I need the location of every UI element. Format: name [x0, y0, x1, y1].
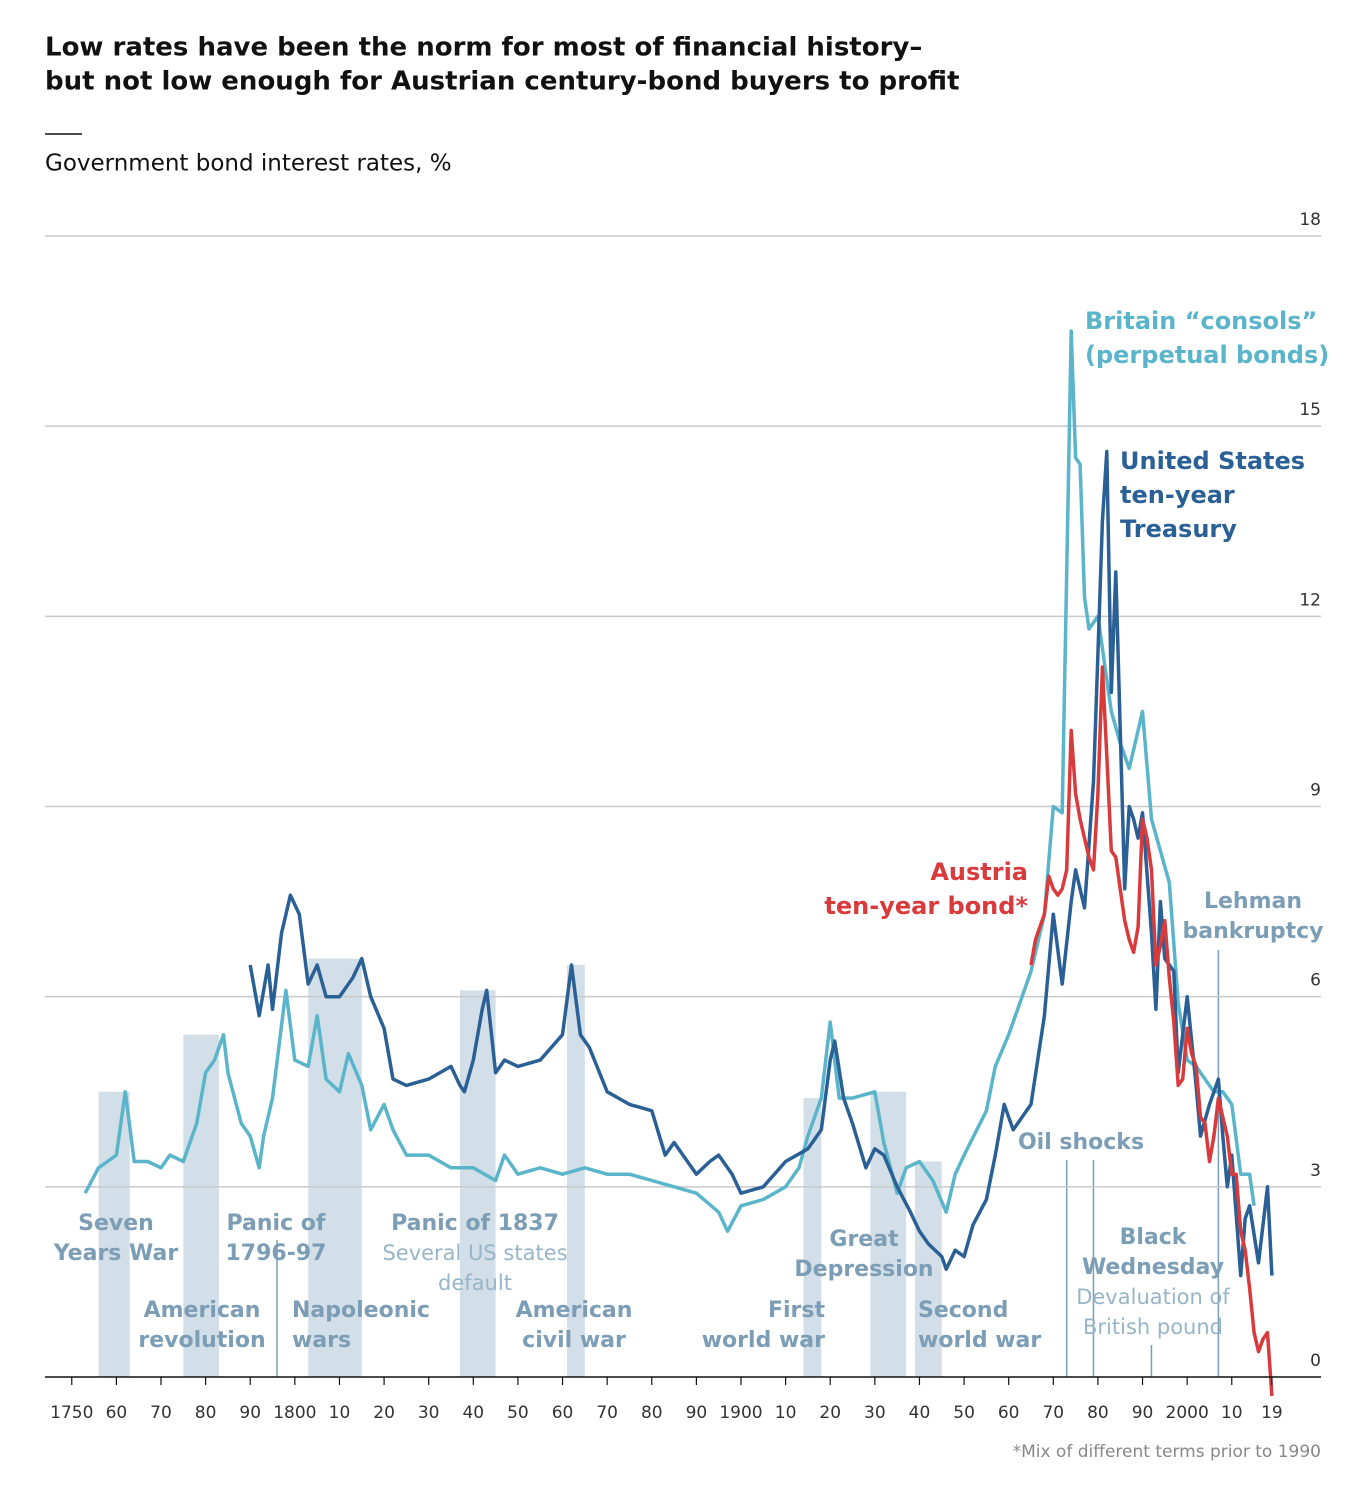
event-label: Lehman — [1204, 889, 1302, 914]
period-label: Second — [918, 1298, 1008, 1323]
x-tick-label: 1900 — [719, 1403, 762, 1423]
x-tick-label: 90 — [686, 1403, 708, 1423]
event-label: Black — [1120, 1225, 1188, 1250]
event-label: Panic of — [227, 1211, 326, 1236]
footnote: *Mix of different terms prior to 1990 — [1013, 1442, 1321, 1462]
event-note: British pound — [1083, 1315, 1223, 1339]
series-line — [83, 329, 1256, 1233]
y-tick-label: 6 — [1310, 971, 1321, 991]
event-label: 1796-97 — [226, 1241, 327, 1266]
x-tick-label: 50 — [953, 1403, 975, 1423]
period-label: American — [144, 1298, 261, 1323]
period-label: Depression — [794, 1257, 933, 1282]
subtitle: Government bond interest rates, % — [45, 151, 452, 177]
period-label: Great — [829, 1227, 899, 1252]
x-tick-label: 2000 — [1166, 1403, 1209, 1423]
period-band — [870, 1091, 907, 1377]
x-tick-label: 1750 — [50, 1403, 93, 1423]
period-label: civil war — [522, 1328, 626, 1353]
x-tick-label: 10 — [1221, 1403, 1243, 1423]
period-band — [459, 990, 496, 1377]
x-tick-label: 1800 — [273, 1403, 316, 1423]
x-tick-label: 60 — [106, 1403, 128, 1423]
x-tick-label: 30 — [418, 1403, 440, 1423]
series-line — [248, 449, 1274, 1278]
period-label: Panic of 1837 — [391, 1211, 559, 1236]
period-note: Several US states — [382, 1241, 567, 1265]
period-label: wars — [292, 1328, 351, 1353]
x-tick-label: 40 — [909, 1403, 931, 1423]
x-tick-label: 30 — [864, 1403, 886, 1423]
x-tick-label: 70 — [1042, 1403, 1064, 1423]
x-tick-label: 10 — [775, 1403, 797, 1423]
y-tick-label: 0 — [1310, 1351, 1321, 1371]
event-label: Wednesday — [1082, 1255, 1224, 1280]
period-band — [183, 1034, 219, 1377]
period-label: revolution — [138, 1328, 265, 1353]
period-label: First — [768, 1298, 826, 1323]
y-tick-label: 18 — [1299, 210, 1321, 230]
series-label: (perpetual bonds) — [1085, 341, 1329, 369]
x-tick-label: 90 — [1132, 1403, 1154, 1423]
series-label: Britain “consols” — [1085, 307, 1317, 335]
x-tick-label: 20 — [373, 1403, 395, 1423]
y-tick-label: 12 — [1299, 590, 1321, 610]
x-tick-label: 40 — [462, 1403, 484, 1423]
y-tick-label: 9 — [1310, 781, 1321, 801]
series-label: Austria — [930, 858, 1028, 886]
x-tick-label: 19 — [1261, 1403, 1283, 1423]
x-tick-label: 80 — [1087, 1403, 1109, 1423]
series-label: United States — [1120, 447, 1305, 475]
chart-title: Low rates have been the norm for most of… — [45, 33, 922, 63]
event-note: Devaluation of — [1076, 1285, 1230, 1309]
series-label: ten-year bond* — [824, 892, 1028, 920]
period-label: American — [516, 1298, 633, 1323]
period-label: Years War — [53, 1241, 179, 1266]
period-label: Seven — [78, 1211, 154, 1236]
x-tick-label: 70 — [150, 1403, 172, 1423]
x-tick-label: 60 — [552, 1403, 574, 1423]
x-tick-label: 20 — [819, 1403, 841, 1423]
series-line — [1029, 665, 1274, 1397]
period-label: world war — [702, 1328, 825, 1353]
period-band — [803, 1098, 822, 1377]
period-note: default — [438, 1271, 512, 1295]
period-band — [98, 1091, 130, 1377]
period-label: Napoleonic — [292, 1298, 430, 1323]
x-tick-label: 80 — [195, 1403, 217, 1423]
period-label: world war — [918, 1328, 1041, 1353]
period-band — [308, 958, 362, 1377]
y-tick-label: 3 — [1310, 1161, 1321, 1181]
chart-title: but not low enough for Austrian century-… — [45, 67, 960, 97]
x-tick-label: 70 — [596, 1403, 618, 1423]
x-tick-label: 80 — [641, 1403, 663, 1423]
series-label: Treasury — [1120, 515, 1237, 543]
x-tick-label: 10 — [329, 1403, 351, 1423]
x-tick-label: 90 — [239, 1403, 261, 1423]
x-tick-label: 50 — [507, 1403, 529, 1423]
series-label: ten-year — [1120, 481, 1235, 509]
event-label: bankruptcy — [1182, 919, 1323, 944]
y-tick-label: 15 — [1299, 400, 1321, 420]
event-label: Oil shocks — [1018, 1130, 1144, 1155]
x-tick-label: 60 — [998, 1403, 1020, 1423]
period-band — [915, 1161, 942, 1377]
